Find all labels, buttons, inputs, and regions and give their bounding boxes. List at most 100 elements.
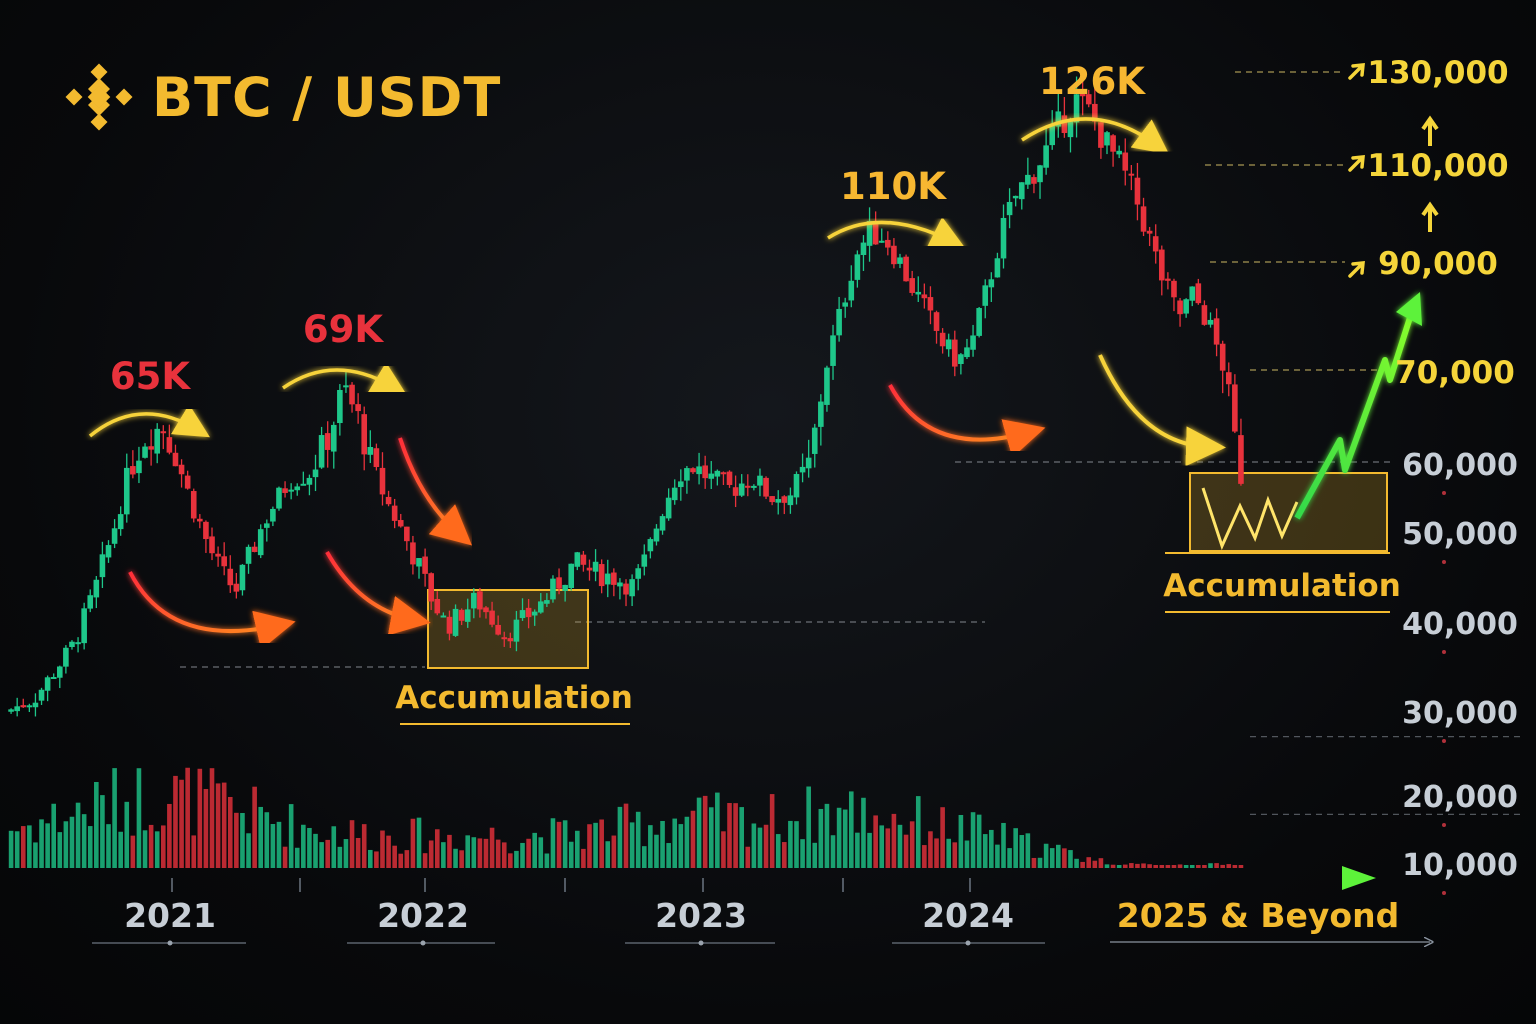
candle-body [903, 256, 909, 282]
volume-bar [581, 848, 586, 868]
candle-body [891, 245, 897, 265]
candle-body [123, 467, 130, 515]
candle-body [1225, 372, 1232, 385]
volume-bar [654, 834, 659, 868]
volume-bar [782, 842, 787, 868]
candle-body [99, 554, 106, 578]
volume-bar [294, 847, 300, 868]
volume-bar [51, 803, 57, 868]
volume-bar [380, 830, 385, 868]
volume-bar [1171, 865, 1177, 868]
x-tick-label: 2022 [377, 896, 469, 935]
candle-body [1219, 343, 1226, 371]
volume-bar [325, 839, 330, 868]
candle-body [611, 572, 617, 585]
candle-body [379, 467, 386, 495]
decline-arc-arrow [1098, 354, 1226, 467]
peak-labels: 65K 69K 110K 126K [110, 60, 1146, 398]
volume-bar [1214, 863, 1219, 868]
candle-body [939, 332, 946, 347]
volume-bar [641, 846, 647, 868]
volume-bar [483, 838, 489, 868]
volume-bar [106, 824, 111, 868]
candle-body [775, 499, 782, 503]
candle-body [690, 468, 696, 473]
volume-bar [355, 837, 361, 868]
candle-body [671, 487, 678, 501]
volume-bar [465, 835, 471, 868]
candle-body [105, 545, 112, 558]
volume-bar [1080, 861, 1085, 868]
volume-bar [946, 838, 952, 868]
candle-body [641, 554, 648, 567]
y-tick-label: 10,000 [1402, 848, 1518, 883]
candle-body [282, 488, 288, 493]
volume-bar [1116, 865, 1122, 868]
volume-bar [934, 838, 939, 868]
candle-body [738, 483, 745, 496]
page-title: BTC / USDT [152, 65, 502, 129]
volume-bar [1177, 864, 1183, 868]
x-tick-label: 2025 & Beyond [1117, 896, 1399, 935]
candle-body [501, 637, 508, 640]
candle-body [397, 520, 404, 527]
volume-bar [1202, 865, 1207, 868]
projection-arrowhead-icon [1396, 292, 1422, 326]
candle-body [1025, 174, 1031, 185]
candle-body [154, 428, 161, 454]
x-axis: 2021 2022 2023 2024 2025 & Beyond [15, 866, 1430, 946]
volume-bar [1104, 864, 1110, 868]
candle-body [136, 460, 142, 474]
candle-body [495, 624, 501, 635]
candle-body [757, 475, 763, 486]
candle-body [20, 705, 27, 708]
candle-body [562, 584, 568, 591]
peak-arc-arrow [1021, 117, 1170, 155]
candle-body [726, 471, 733, 485]
volume-bar [215, 783, 221, 868]
volume-bar [264, 812, 270, 868]
volume-bar [1055, 844, 1061, 868]
volume-bar [234, 812, 239, 868]
volume-bar [769, 794, 775, 868]
candle-body [714, 470, 721, 477]
target-arrow-icon [1348, 261, 1365, 278]
volume-bar [270, 823, 276, 868]
y-axis: 10,000 20,000 30,000 40,000 50,000 60,000 70,0… [1348, 55, 1518, 895]
volume-bar [27, 825, 32, 868]
volume-bar [757, 827, 763, 868]
volume-bars [8, 767, 1244, 868]
volume-bar [447, 834, 452, 868]
volume-bar [57, 832, 63, 868]
peak-arc-arrow [282, 362, 408, 396]
peak-label: 65K [110, 355, 191, 398]
volume-bar [508, 853, 513, 868]
candle-body [568, 563, 575, 588]
volume-bar [404, 850, 410, 868]
volume-bar [368, 849, 373, 868]
candle-body [428, 573, 434, 602]
candle-body [1201, 305, 1208, 325]
volume-bar [428, 840, 434, 868]
volume-bar [459, 850, 464, 868]
volume-bar [684, 816, 690, 868]
volume-bar [715, 792, 720, 868]
y-tick-label: 30,000 [1402, 696, 1518, 731]
volume-bar [1189, 865, 1195, 868]
candle-body [604, 573, 611, 585]
candle-body [525, 607, 532, 618]
volume-bar [940, 807, 945, 868]
volume-bar [331, 826, 337, 868]
volume-bar [33, 842, 38, 868]
volume-bar [209, 768, 215, 868]
candle-body [550, 578, 556, 600]
up-arrow-icon [1421, 115, 1439, 146]
x-label-dot [698, 940, 704, 946]
candle-body [1146, 230, 1153, 234]
candle-body [811, 427, 818, 454]
volume-bar [806, 786, 811, 868]
volume-bar [1062, 848, 1067, 868]
y-tick-dot [1442, 650, 1446, 654]
candle-body [1018, 182, 1025, 200]
candle-body [184, 475, 191, 489]
